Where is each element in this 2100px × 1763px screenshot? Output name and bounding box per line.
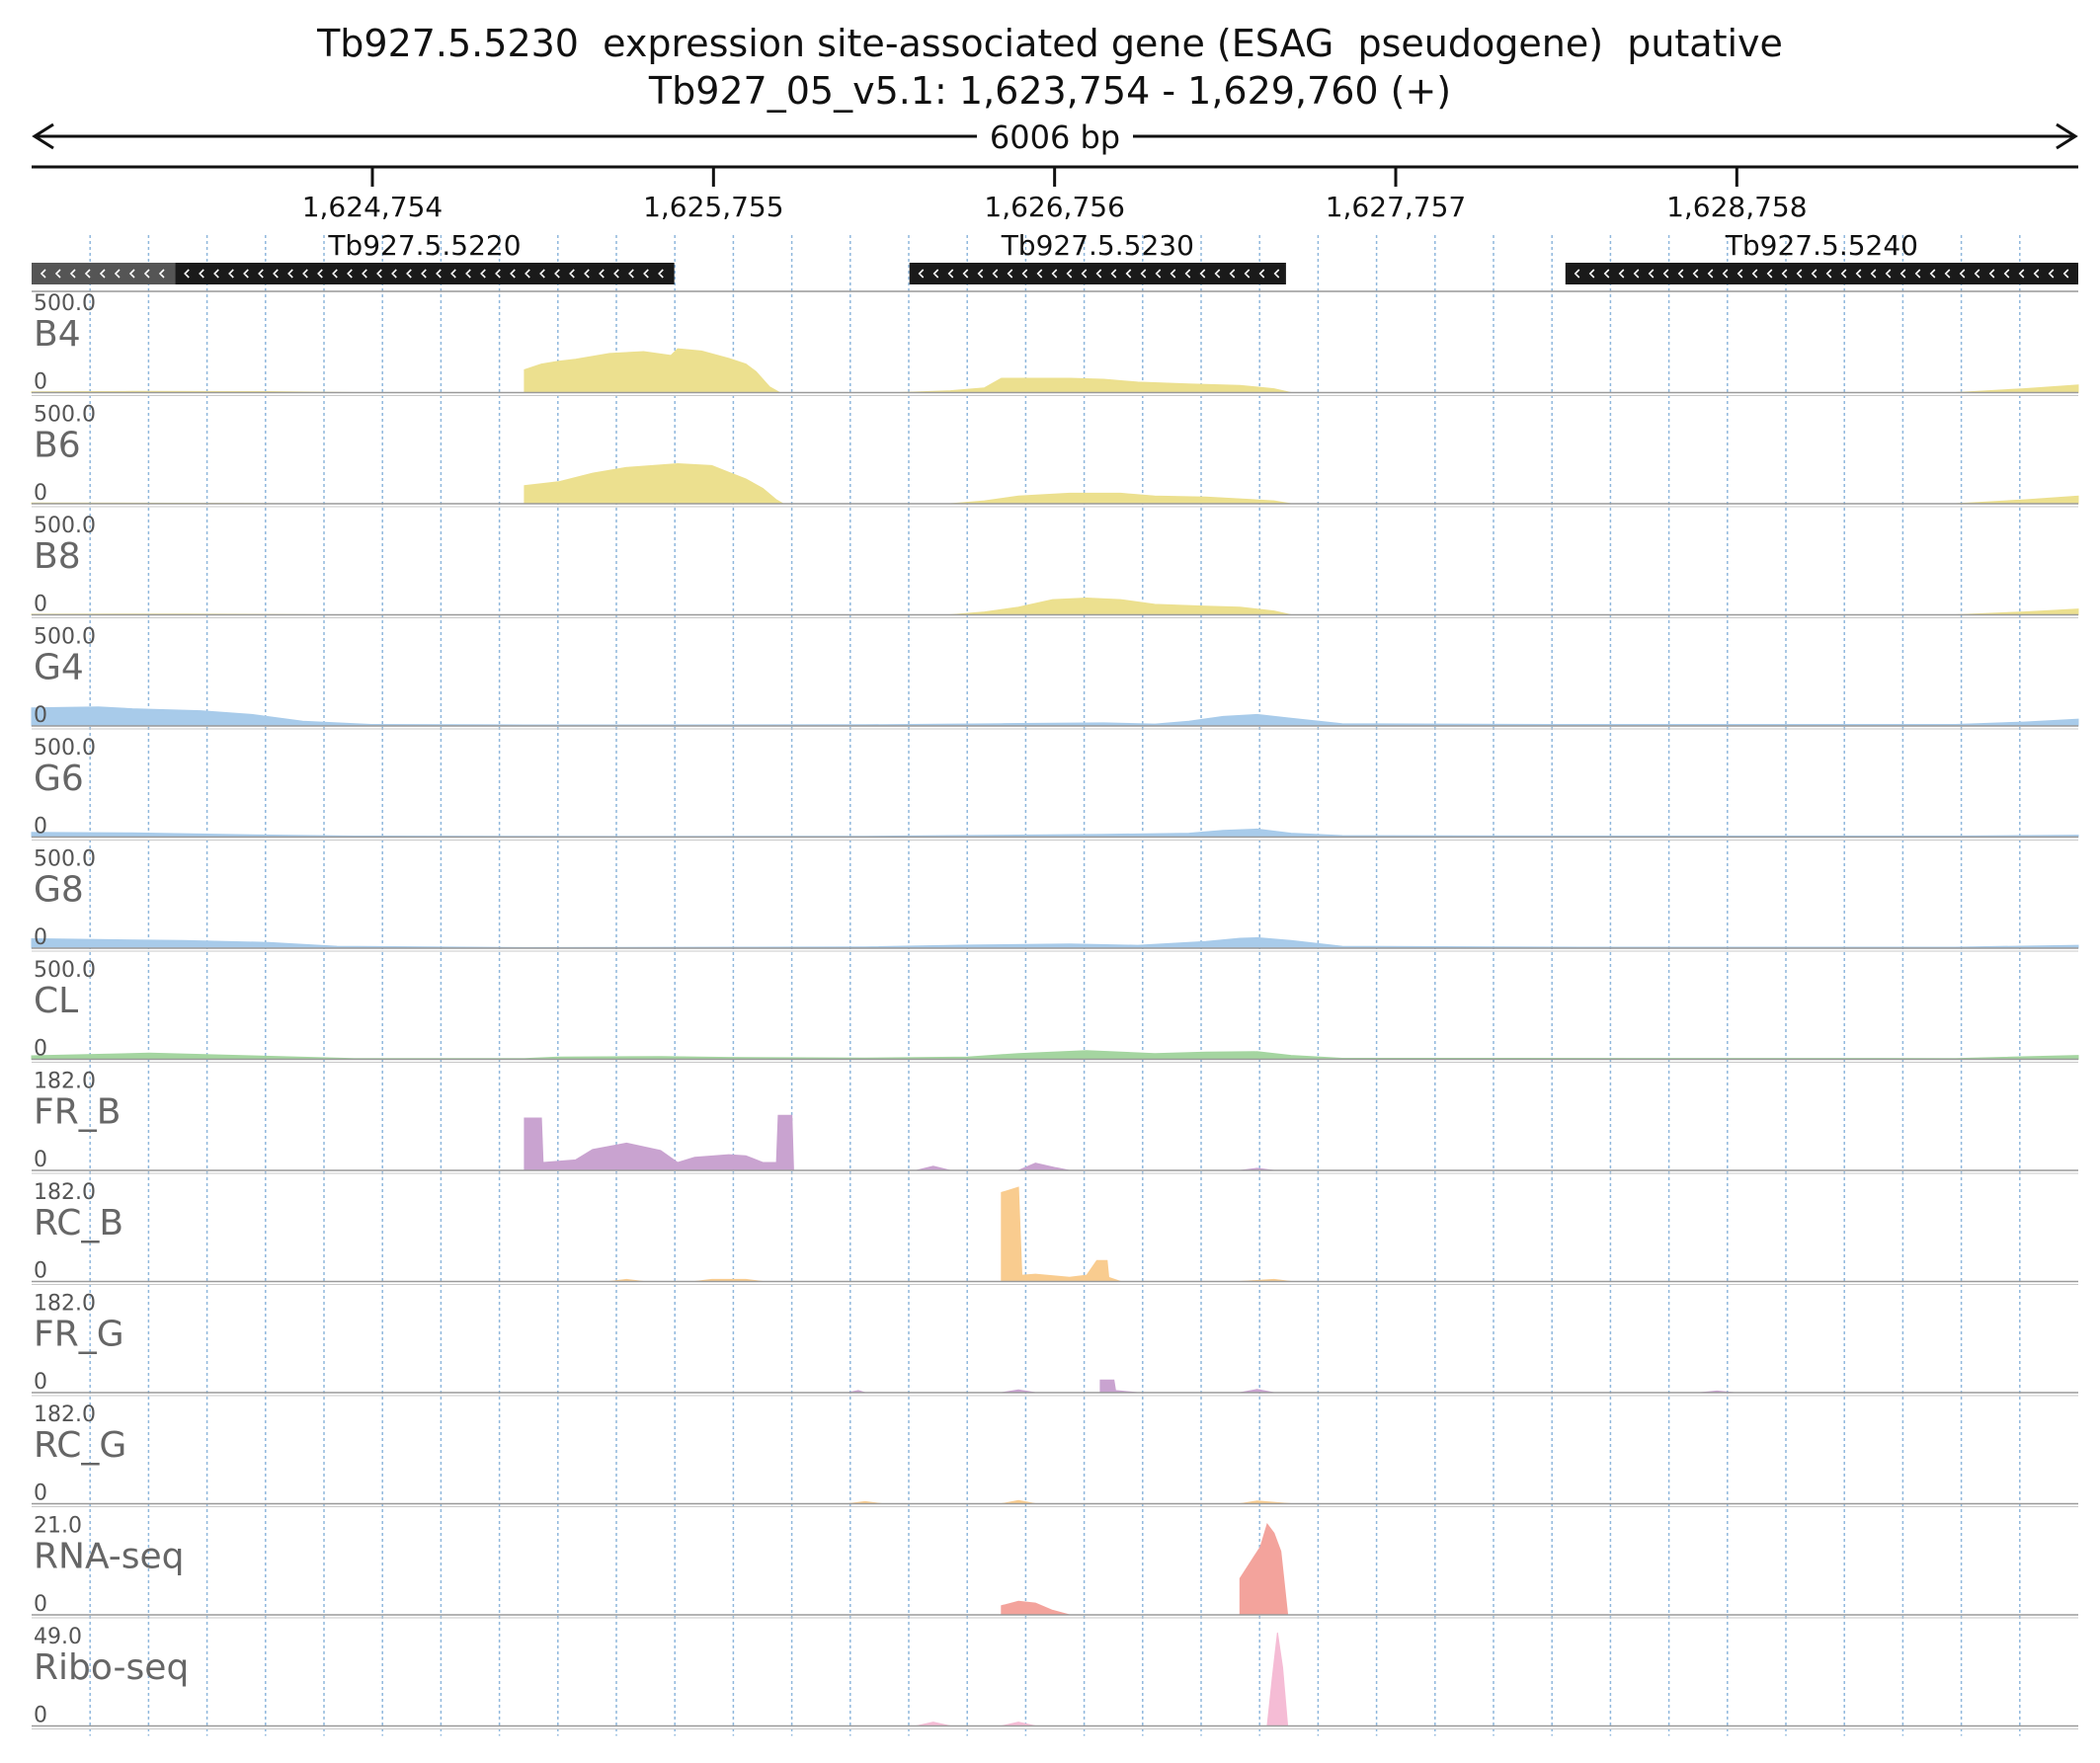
track-b8: 500.0B8 0 xyxy=(31,514,2079,618)
track-name-label: B8 xyxy=(34,536,81,577)
coverage-area xyxy=(31,597,2079,615)
track-name-label: Ribo-seq xyxy=(34,1647,189,1688)
track-fr_g: 182.0FR_G 0 xyxy=(32,1292,2078,1397)
gene-feature-bar xyxy=(175,263,675,284)
gene-label: Tb927.5.5220 xyxy=(327,229,521,262)
coverage-area xyxy=(32,1523,2078,1616)
track-ymax-label: 500.0 xyxy=(34,736,96,761)
track-name-label: B6 xyxy=(34,426,81,466)
coverage-area xyxy=(32,1632,2078,1726)
track-ymin-label: 0 xyxy=(34,925,47,950)
gene-feature-bar xyxy=(32,263,176,284)
track-g8: 500.0G8 0 xyxy=(31,847,2079,952)
track-cl: 500.0CL 0 xyxy=(31,958,2079,1063)
track-g4: 500.0G4 0 xyxy=(31,625,2079,730)
gene-feature-bar xyxy=(1565,263,2078,284)
track-ymin-label: 0 xyxy=(34,1482,47,1506)
track-ymax-label: 21.0 xyxy=(34,1514,82,1539)
track-name-label: G4 xyxy=(34,648,84,688)
track-ymin-label: 0 xyxy=(34,1704,47,1728)
coverage-area xyxy=(31,828,2079,838)
track-ymax-label: 500.0 xyxy=(34,625,96,650)
track-b6: 500.0B6 0 xyxy=(31,403,2079,508)
track-ymin-label: 0 xyxy=(34,1592,47,1617)
coordinate-tick-label: 1,624,754 xyxy=(302,191,444,223)
track-name-label: RC_G xyxy=(34,1425,126,1466)
track-name-label: RNA-seq xyxy=(34,1537,185,1577)
coverage-area xyxy=(31,1050,2079,1060)
coordinate-tick-label: 1,628,758 xyxy=(1666,191,1808,223)
track-ymax-label: 500.0 xyxy=(34,847,96,872)
coverage-area xyxy=(32,1379,2078,1394)
scale-bar-right-arrowhead xyxy=(2056,122,2078,150)
scale-bar-left-arrowhead xyxy=(32,122,54,150)
track-ymax-label: 500.0 xyxy=(34,514,96,538)
track-b4: 500.0B4 0 xyxy=(31,291,2079,396)
coordinate-tick-label: 1,626,756 xyxy=(984,191,1125,223)
track-ymin-label: 0 xyxy=(34,593,47,617)
track-name-label: FR_G xyxy=(34,1315,124,1355)
track-ymax-label: 500.0 xyxy=(34,403,96,428)
coverage-area xyxy=(31,936,2079,949)
gene-strand-arrows xyxy=(184,269,664,279)
gene-strand-arrows xyxy=(918,269,1280,279)
track-g6: 500.0G6 0 xyxy=(31,736,2079,841)
track-name-label: G8 xyxy=(34,870,84,911)
track-ymax-label: 182.0 xyxy=(34,1292,96,1317)
coverage-area xyxy=(31,348,2079,393)
coverage-area xyxy=(31,462,2079,505)
track-ymin-label: 0 xyxy=(34,703,47,728)
track-ymin-label: 0 xyxy=(34,370,47,395)
track-name-label: RC_B xyxy=(34,1203,123,1243)
coordinate-tick-label: 1,627,757 xyxy=(1326,191,1467,223)
coverage-area xyxy=(31,706,2079,727)
track-name-label: FR_B xyxy=(34,1092,121,1133)
gene-strand-arrows xyxy=(40,269,165,279)
scale-bar-label: 6006 bp xyxy=(990,119,1120,156)
gene-label: Tb927.5.5240 xyxy=(1725,229,1918,262)
track-name-label: G6 xyxy=(34,759,84,799)
coverage-area xyxy=(32,1114,2078,1171)
location-subtitle: Tb927_05_v5.1: 1,623,754 - 1,629,760 (+) xyxy=(648,69,1452,113)
track-ymin-label: 0 xyxy=(34,1370,47,1395)
track-name-label: B4 xyxy=(34,314,81,355)
track-name-label: CL xyxy=(34,981,78,1021)
track-ymax-label: 182.0 xyxy=(34,1402,96,1427)
track-ymin-label: 0 xyxy=(34,815,47,840)
coordinate-tick-label: 1,625,755 xyxy=(643,191,784,223)
track-ymax-label: 182.0 xyxy=(34,1070,96,1094)
track-ymin-label: 0 xyxy=(34,1037,47,1062)
track-ymin-label: 0 xyxy=(34,1259,47,1284)
track-ymin-label: 0 xyxy=(34,1148,47,1172)
track-ymax-label: 500.0 xyxy=(34,291,96,316)
track-rc_b: 182.0RC_B 0 xyxy=(32,1180,2078,1285)
gene-strand-arrows xyxy=(1574,269,2069,279)
track-ymax-label: 49.0 xyxy=(34,1625,82,1649)
track-rc_g: 182.0RC_G 0 xyxy=(32,1402,2078,1507)
track-ymax-label: 500.0 xyxy=(34,958,96,983)
track-ymin-label: 0 xyxy=(34,481,47,506)
gene-label: Tb927.5.5230 xyxy=(1001,229,1194,262)
track-fr_b: 182.0FR_B 0 xyxy=(32,1070,2078,1174)
gene-title: Tb927.5.5230 expression site-associated … xyxy=(317,22,1783,65)
track-ymax-label: 182.0 xyxy=(34,1180,96,1205)
coverage-area xyxy=(32,1186,2078,1282)
